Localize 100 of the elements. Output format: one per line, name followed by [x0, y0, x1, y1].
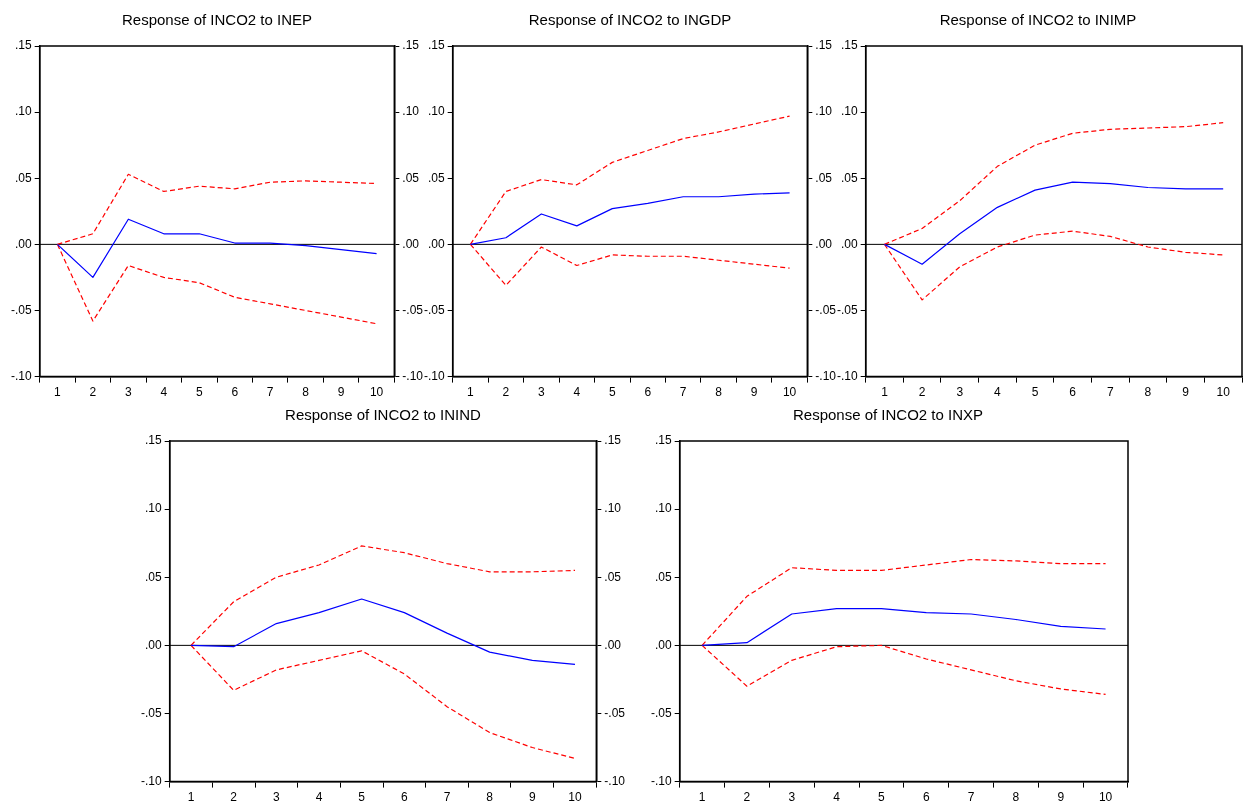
chart-title: Response of INCO2 to INIMP	[939, 11, 1137, 29]
y-tick-label: -.10	[836, 368, 858, 383]
y-tick-label: .05	[144, 569, 162, 584]
x-tick-label: 10	[1098, 790, 1113, 805]
x-tick-label: 1	[698, 790, 706, 805]
y-tick-label: .15	[840, 38, 858, 53]
x-tick-label: 3	[538, 385, 545, 400]
y-tick-label: .00	[654, 637, 672, 652]
y-tick-label: .10	[840, 104, 858, 119]
y-tick-label: .00	[14, 236, 32, 251]
x-tick-label: 6	[231, 385, 239, 400]
y2-tick-label: .15	[815, 38, 833, 53]
y-tick-label: -.10	[10, 368, 32, 383]
x-tick-label: 1	[467, 385, 475, 400]
x-tick-label: 5	[608, 385, 616, 400]
y2-tick-label: -.05	[815, 302, 837, 317]
x-tick-label: 10	[369, 385, 384, 400]
y-tick-label: .15	[654, 433, 672, 448]
chart-title: Response of INCO2 to INGDP	[528, 11, 732, 29]
y2-tick-label: .05	[604, 569, 622, 584]
y2-tick-label: .10	[604, 501, 622, 516]
x-tick-label: 8	[302, 385, 310, 400]
y2-tick-label: .05	[815, 170, 833, 185]
x-tick-label: 2	[230, 790, 238, 805]
y2-tick-label: -.10	[815, 368, 837, 383]
x-tick-label: 9	[1057, 790, 1065, 805]
x-tick-label: 8	[1144, 385, 1152, 400]
x-tick-label: 1	[881, 385, 889, 400]
y-tick-label: .00	[427, 236, 445, 251]
x-tick-label: 1	[54, 385, 62, 400]
x-tick-label: 5	[358, 790, 366, 805]
x-tick-label: 7	[967, 790, 975, 805]
y2-tick-label: -.10	[402, 368, 424, 383]
x-tick-label: 2	[502, 385, 510, 400]
chart-title: Response of INCO2 to INXP	[792, 406, 984, 424]
y-tick-label: .15	[427, 38, 445, 53]
y-tick-label: .15	[144, 433, 162, 448]
chart-title: Response of INCO2 to ININD	[285, 406, 482, 424]
x-tick-label: 8	[715, 385, 723, 400]
y2-tick-label: .15	[604, 433, 622, 448]
y2-tick-label: -.05	[604, 705, 626, 720]
y-tick-label: .10	[14, 104, 32, 119]
x-tick-label: 6	[922, 790, 930, 805]
x-tick-label: 9	[750, 385, 758, 400]
x-tick-label: 9	[337, 385, 345, 400]
x-tick-label: 4	[833, 790, 841, 805]
x-tick-label: 10	[568, 790, 582, 805]
x-tick-label: 9	[528, 790, 536, 805]
x-tick-label: 6	[400, 790, 408, 805]
x-tick-label: 7	[443, 790, 451, 805]
x-tick-label: 9	[1182, 385, 1190, 400]
x-tick-label: 10	[1216, 385, 1231, 400]
y-tick-label: -.05	[10, 302, 32, 317]
x-tick-label: 3	[956, 385, 964, 400]
x-tick-label: 8	[1012, 790, 1020, 805]
y2-tick-label: .05	[402, 170, 420, 185]
y-tick-label: -.10	[140, 773, 162, 788]
x-tick-label: 10	[782, 385, 797, 400]
y-tick-label: .05	[427, 170, 445, 185]
y-tick-label: .15	[14, 38, 32, 53]
y2-tick-label: .10	[815, 104, 833, 119]
x-tick-label: 2	[743, 790, 751, 805]
y-tick-label: -.10	[650, 773, 672, 788]
x-tick-label: 4	[315, 790, 323, 805]
y2-tick-label: .15	[402, 38, 420, 53]
x-tick-label: 6	[1069, 385, 1077, 400]
y2-tick-label: .10	[402, 104, 420, 119]
chart-title: Response of INCO2 to INEP	[121, 11, 313, 29]
y-tick-label: .00	[840, 236, 858, 251]
y-tick-label: -.05	[140, 705, 162, 720]
y-tick-label: -.05	[423, 302, 445, 317]
y-tick-label: -.05	[836, 302, 858, 317]
y-tick-label: -.05	[650, 705, 672, 720]
x-tick-label: 7	[1106, 385, 1114, 400]
x-tick-label: 4	[573, 385, 581, 400]
x-tick-label: 5	[1031, 385, 1039, 400]
x-tick-label: 7	[266, 385, 274, 400]
y-tick-label: -.10	[423, 368, 445, 383]
x-tick-label: 5	[878, 790, 886, 805]
x-tick-label: 3	[125, 385, 132, 400]
y2-tick-label: -.10	[604, 773, 626, 788]
x-tick-label: 2	[89, 385, 97, 400]
y-tick-label: .05	[654, 569, 672, 584]
x-tick-label: 7	[679, 385, 687, 400]
y-tick-label: .10	[144, 501, 162, 516]
y-tick-label: .00	[144, 637, 162, 652]
y2-tick-label: .00	[815, 236, 833, 251]
x-tick-label: 8	[486, 790, 494, 805]
x-tick-label: 5	[195, 385, 203, 400]
x-tick-label: 3	[273, 790, 280, 805]
y2-tick-label: .00	[604, 637, 622, 652]
x-tick-label: 6	[644, 385, 652, 400]
y-tick-label: .10	[427, 104, 445, 119]
x-tick-label: 4	[994, 385, 1002, 400]
x-tick-label: 1	[187, 790, 195, 805]
y2-tick-label: -.05	[402, 302, 424, 317]
x-tick-label: 2	[918, 385, 926, 400]
x-tick-label: 3	[788, 790, 796, 805]
y-tick-label: .05	[840, 170, 858, 185]
y2-tick-label: .00	[402, 236, 420, 251]
